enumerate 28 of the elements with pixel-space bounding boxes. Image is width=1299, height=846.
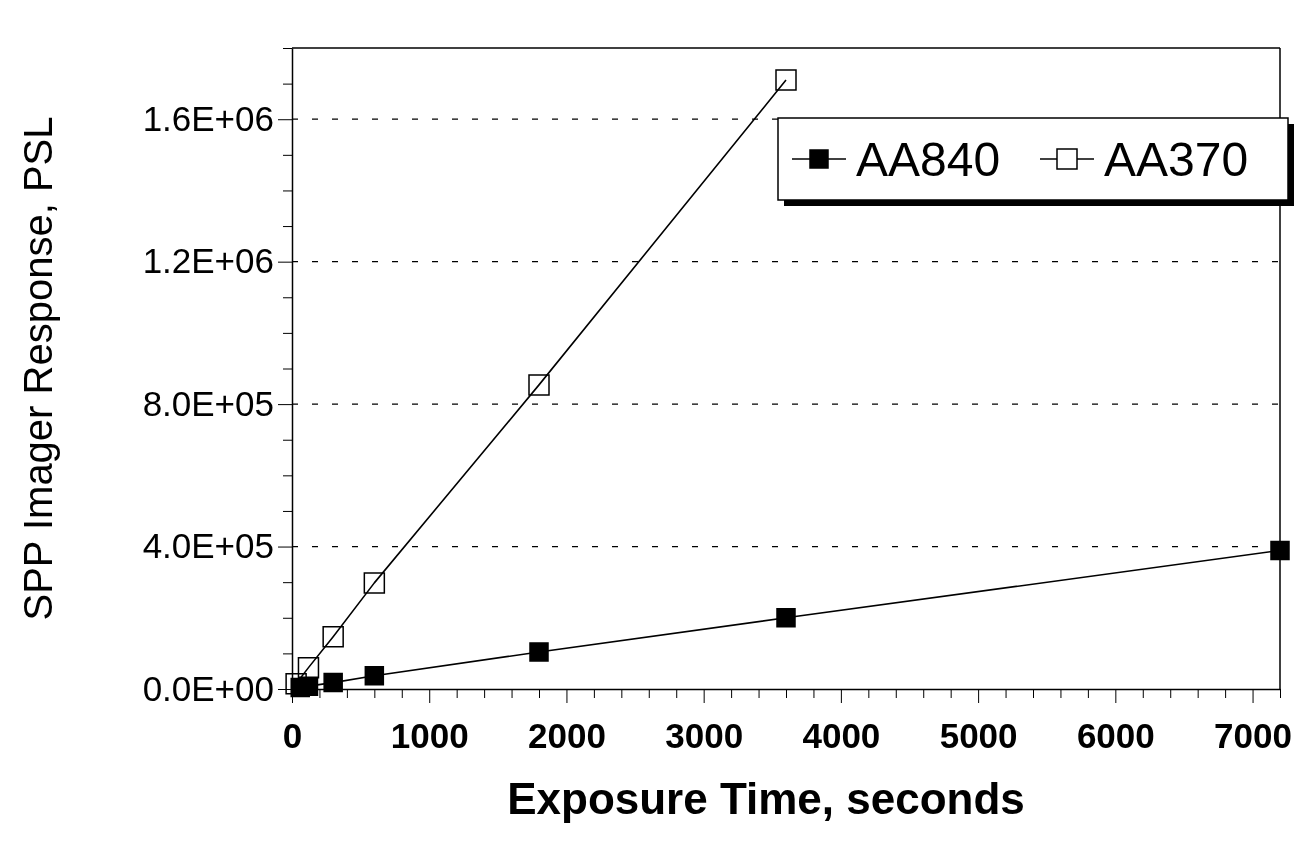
point (363, 572, 386, 594)
y-tick-label: 8.0E+05 (142, 383, 274, 423)
legend-label: AA840 (856, 132, 1001, 186)
x-tick-label: 2000 (528, 715, 606, 755)
point (776, 608, 796, 628)
point (775, 69, 797, 91)
x-tick-label: 0 (282, 715, 303, 755)
x-tick-label: 1000 (390, 715, 469, 755)
y-tick-label: 0.0E+00 (142, 668, 274, 708)
y-axis-title: SPP Imager Response, PSL (16, 116, 60, 621)
point (528, 374, 550, 396)
x-tick-label: 6000 (1076, 715, 1155, 755)
x-tick-label: 3000 (665, 715, 744, 755)
point (297, 656, 320, 679)
point (529, 642, 549, 662)
legend-label: AA370 (1104, 132, 1249, 186)
x-tick-label: 5000 (939, 715, 1018, 755)
point (364, 666, 385, 686)
y-tick-label: 1.6E+06 (142, 98, 274, 138)
point (285, 672, 307, 695)
point (323, 672, 343, 693)
point (1270, 540, 1290, 561)
point (322, 625, 344, 648)
y-tick-label: 1.2E+06 (142, 241, 274, 281)
x-tick-label: 7000 (1214, 715, 1292, 755)
x-tick-label: 4000 (802, 715, 881, 755)
x-axis-title: Exposure Time, seconds (507, 774, 1025, 823)
y-tick-label: 4.0E+05 (142, 526, 274, 566)
